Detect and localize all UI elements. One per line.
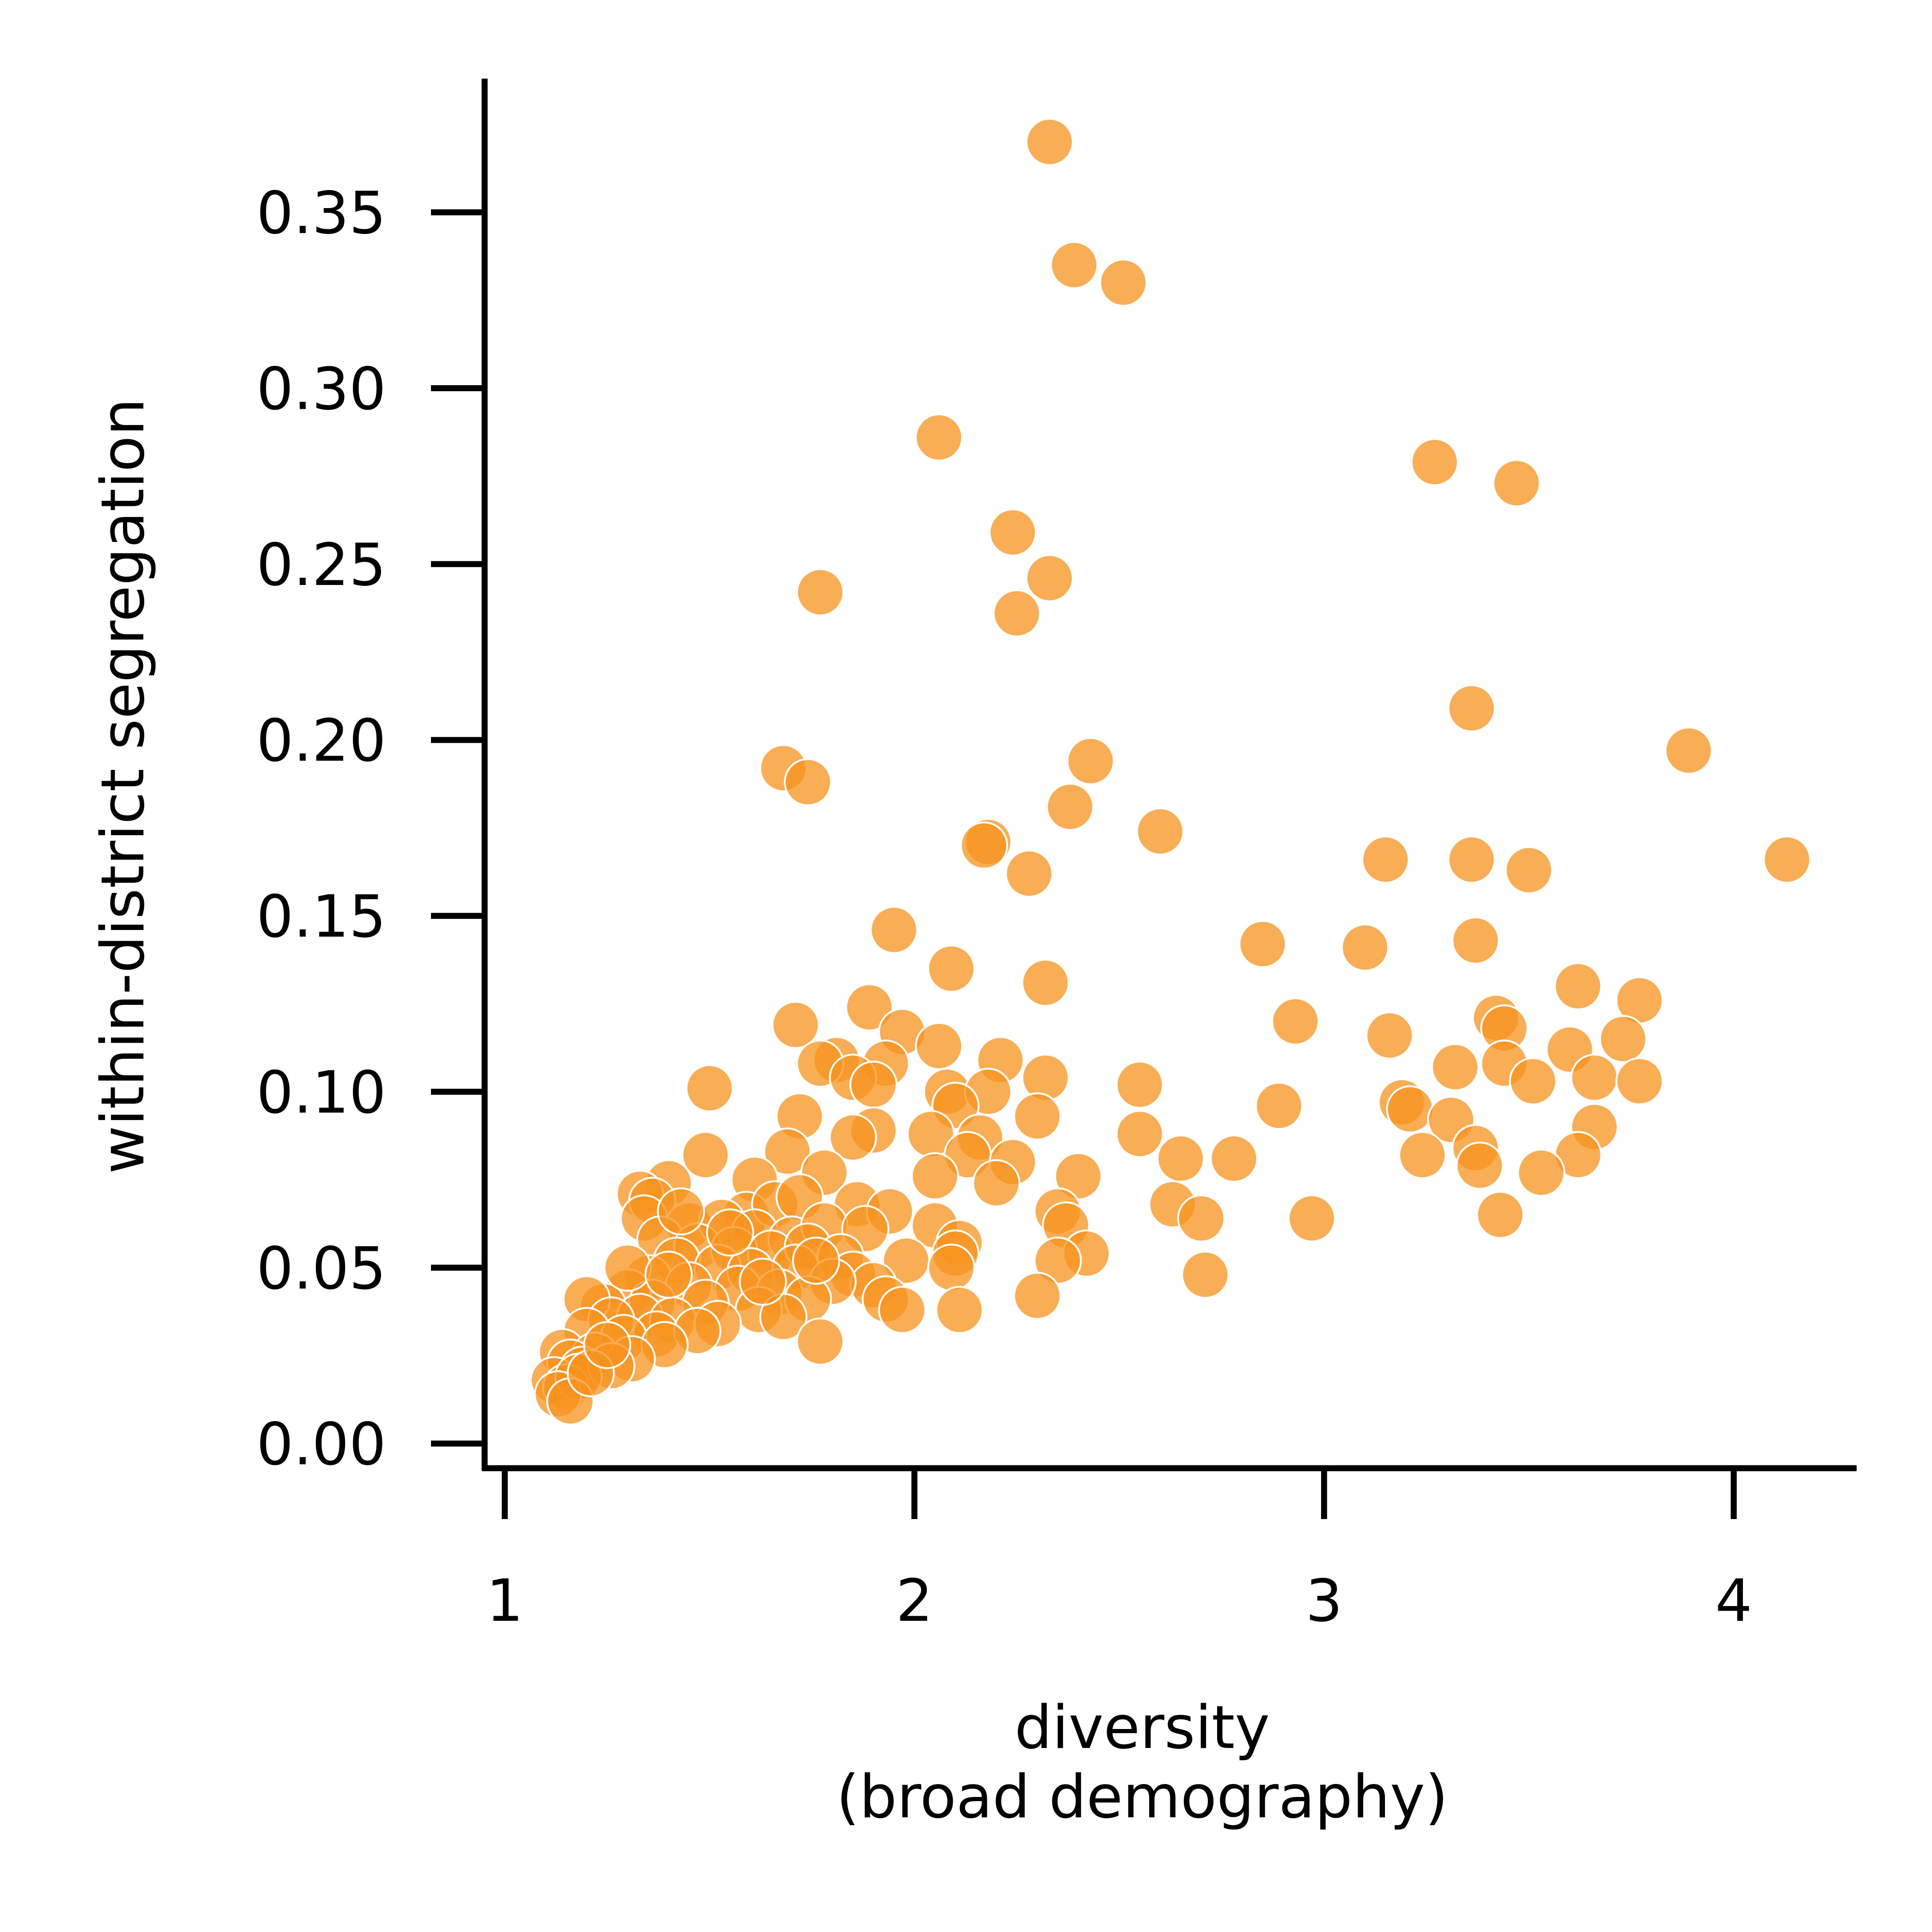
data-point xyxy=(829,1113,877,1162)
data-point xyxy=(1271,997,1320,1046)
data-point xyxy=(738,1257,787,1306)
y-tick-label: 0.15 xyxy=(256,883,386,951)
data-point xyxy=(1341,923,1389,972)
data-point xyxy=(1554,962,1602,1010)
axes xyxy=(481,79,1857,1471)
data-point xyxy=(935,1286,984,1334)
data-point xyxy=(1021,959,1070,1007)
data-point xyxy=(1517,1149,1565,1197)
data-point xyxy=(1287,1194,1336,1243)
x-axis-label-line: (broad demography) xyxy=(836,1763,1448,1832)
y-tick-label: 0.30 xyxy=(256,355,386,423)
data-point xyxy=(1238,920,1287,968)
data-point xyxy=(1456,1141,1504,1190)
data-point xyxy=(1410,438,1459,486)
data-point xyxy=(1361,835,1410,884)
data-point xyxy=(1115,1110,1164,1158)
data-point xyxy=(1476,1191,1525,1239)
data-point xyxy=(583,1321,631,1369)
data-point xyxy=(1615,1057,1664,1106)
data-point xyxy=(1115,1060,1164,1109)
data-point xyxy=(644,1250,693,1299)
data-point xyxy=(1447,835,1496,884)
y-tick-label: 0.05 xyxy=(256,1234,386,1302)
x-tick-label: 3 xyxy=(1305,1567,1342,1635)
data-point xyxy=(657,1187,705,1236)
data-point xyxy=(1181,1250,1230,1299)
data-point xyxy=(1763,835,1811,884)
data-point xyxy=(603,1243,652,1292)
data-point xyxy=(915,413,963,461)
data-point xyxy=(1013,1092,1062,1141)
data-point xyxy=(1136,807,1184,855)
data-point xyxy=(1452,916,1500,965)
data-point xyxy=(927,1243,976,1292)
data-point xyxy=(681,1131,730,1179)
data-point xyxy=(771,1001,820,1049)
data-point xyxy=(1025,117,1074,166)
data-point xyxy=(706,1208,754,1257)
scatter-points xyxy=(529,117,1811,1426)
data-point xyxy=(796,1317,844,1366)
data-point xyxy=(870,906,918,954)
x-axis-label: diversity (broad demography) xyxy=(836,1693,1448,1832)
data-point xyxy=(763,1127,812,1176)
data-point xyxy=(1099,258,1148,307)
data-point xyxy=(784,758,832,806)
data-point xyxy=(1177,1194,1225,1243)
y-tick-label: 0.20 xyxy=(256,707,386,775)
data-point xyxy=(792,1237,840,1285)
data-point xyxy=(849,1060,898,1109)
data-point xyxy=(1398,1131,1446,1179)
data-point xyxy=(992,589,1041,638)
y-tick-label: 0.25 xyxy=(256,531,386,599)
x-tick-label: 4 xyxy=(1715,1567,1752,1635)
data-point xyxy=(1025,554,1074,603)
y-tick-label: 0.10 xyxy=(256,1058,386,1126)
data-point xyxy=(911,1152,959,1200)
data-point xyxy=(1050,241,1098,289)
y-axis-label: within-district segregation xyxy=(89,398,158,1174)
data-point xyxy=(1505,846,1553,894)
data-point xyxy=(927,944,976,993)
data-point xyxy=(915,1022,963,1071)
data-point xyxy=(1066,737,1115,785)
data-point xyxy=(1255,1082,1303,1130)
data-point xyxy=(1210,1134,1258,1183)
data-point xyxy=(1509,1057,1557,1106)
data-point xyxy=(1431,1043,1479,1091)
data-point xyxy=(1386,1085,1434,1133)
y-tick-label: 0.35 xyxy=(256,179,386,247)
data-point xyxy=(989,508,1037,557)
data-point xyxy=(1157,1134,1205,1183)
x-tick-label: 1 xyxy=(486,1567,523,1635)
data-point xyxy=(1570,1053,1618,1102)
data-point xyxy=(845,983,893,1032)
data-point xyxy=(1046,782,1095,831)
data-point xyxy=(1013,1272,1062,1320)
data-point xyxy=(1005,849,1053,898)
x-axis-label-line: diversity xyxy=(1015,1693,1270,1762)
data-point xyxy=(685,1064,734,1113)
data-point xyxy=(1664,726,1713,775)
data-point xyxy=(972,1159,1021,1207)
data-point xyxy=(1599,1015,1647,1063)
ticks: 0.00 0.05 0.10 0.15 0.20 0.25 0.30 0.35 1 2 3 4 xyxy=(256,179,1752,1635)
data-point xyxy=(1366,1011,1414,1060)
x-tick-label: 2 xyxy=(896,1567,933,1635)
data-point xyxy=(878,1286,926,1334)
data-point xyxy=(960,821,1009,870)
data-point xyxy=(1447,684,1496,732)
data-point xyxy=(796,568,844,616)
data-point xyxy=(1492,459,1541,507)
y-tick-label: 0.00 xyxy=(256,1410,386,1478)
